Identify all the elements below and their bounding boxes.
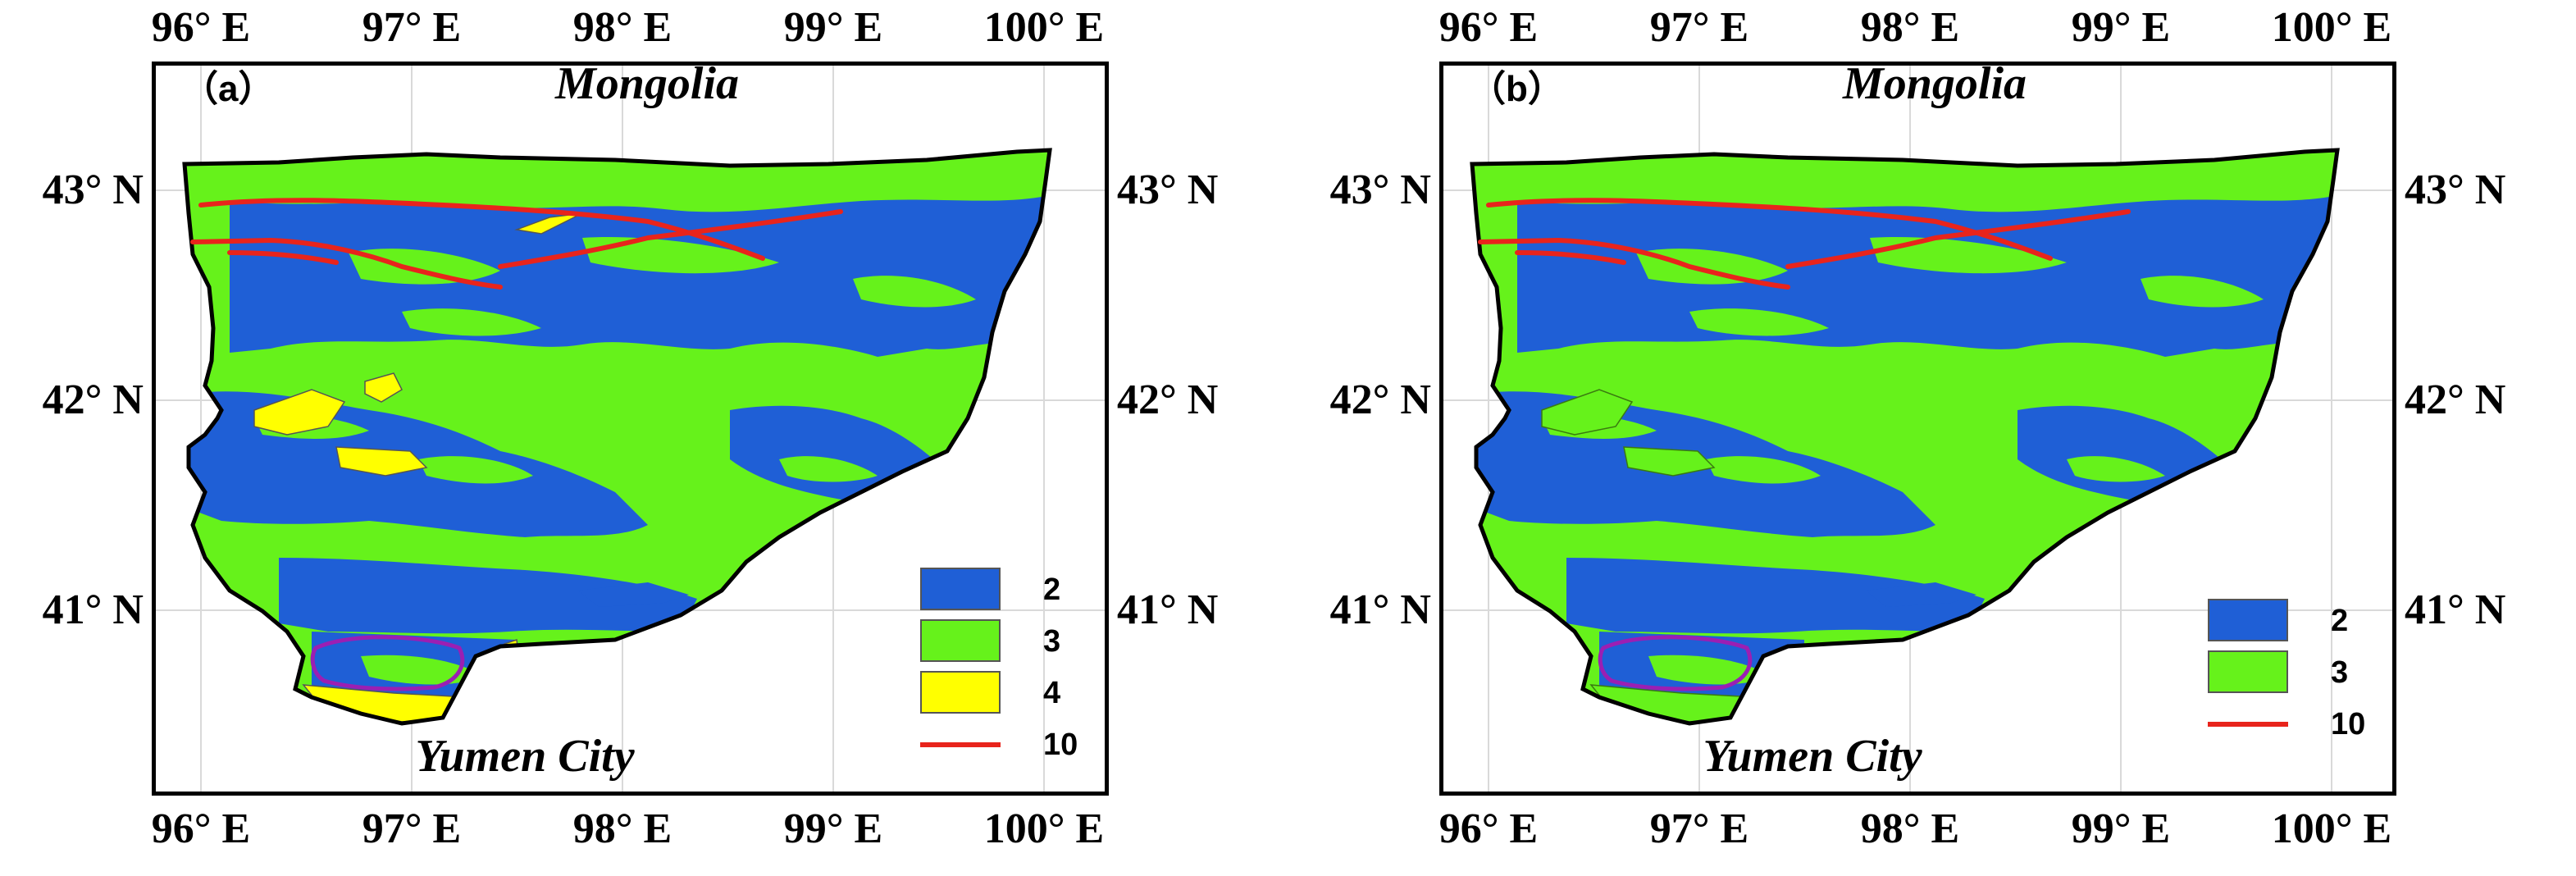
lat-tick-right: 42° N: [1117, 376, 1219, 423]
lon-tick-bottom: 99° E: [2071, 805, 2171, 852]
lat-tick-left: 43° N: [1329, 167, 1431, 213]
lon-tick-top: 99° E: [783, 4, 883, 51]
lake-outline: [310, 635, 465, 691]
map-frame: （a） Mongolia Yumen City 2 3 4 10: [152, 62, 1109, 796]
lat-tick-left: 43° N: [42, 167, 144, 213]
lat-tick-right: 43° N: [2405, 167, 2506, 213]
panel-label: （b）: [1470, 69, 1564, 109]
lon-tick-bottom: 100° E: [983, 805, 1105, 852]
lat-tick-left: 42° N: [42, 376, 144, 423]
lat-tick-right: 41° N: [2405, 586, 2506, 633]
panel-label: （a）: [182, 69, 275, 109]
fault-lines: [190, 198, 843, 290]
lon-tick-top: 100° E: [2271, 4, 2392, 51]
study-area-boundary: [1470, 148, 2340, 726]
legend-label: 3: [2331, 655, 2349, 690]
legend-line: [2208, 722, 2288, 727]
legend-label: 4: [1043, 676, 1061, 710]
legend-label: 3: [1043, 624, 1061, 659]
south-place-label: Yumen City: [415, 731, 635, 782]
north-place-label: Mongolia: [1842, 62, 2027, 109]
map-panel-b: 96° E 97° E 98° E 99° E 100° E 96° E 97°…: [1288, 0, 2575, 876]
fault-lines: [1478, 198, 2131, 290]
lon-tick-top: 100° E: [983, 4, 1105, 51]
lat-tick-left: 41° N: [42, 586, 144, 633]
lat-tick-right: 41° N: [1117, 586, 1219, 633]
lon-tick-top: 97° E: [1649, 4, 1749, 51]
lon-tick-top: 98° E: [572, 4, 672, 51]
lon-tick-bottom: 98° E: [572, 805, 672, 852]
legend-swatch: [920, 671, 1001, 714]
lon-tick-bottom: 96° E: [151, 805, 251, 852]
legend-swatch: [920, 568, 1001, 610]
legend-swatch: [2208, 599, 2288, 641]
map-frame: （b） Mongolia Yumen City 2 3 10: [1439, 62, 2396, 796]
lon-tick-bottom: 96° E: [1438, 805, 1539, 852]
map-canvas: [1443, 66, 2392, 792]
lat-tick-right: 43° N: [1117, 167, 1219, 213]
lat-tick-left: 41° N: [1329, 586, 1431, 633]
map-canvas: [156, 66, 1105, 792]
lon-tick-top: 96° E: [151, 4, 251, 51]
legend-label: 2: [1043, 573, 1061, 607]
map-panel-a: 96° E 97° E 98° E 99° E 100° E 96° E 97°…: [42, 4, 1219, 852]
legend: 2 3 10: [2208, 599, 2388, 763]
north-place-label: Mongolia: [554, 62, 740, 109]
legend-label: 10: [2331, 707, 2366, 741]
lon-tick-top: 99° E: [2071, 4, 2171, 51]
lon-tick-bottom: 97° E: [1649, 805, 1749, 852]
lake-outline: [1598, 635, 1753, 691]
lon-tick-bottom: 99° E: [783, 805, 883, 852]
legend-line: [920, 742, 1001, 747]
legend-label: 10: [1043, 728, 1078, 762]
lon-tick-bottom: 98° E: [1860, 805, 1960, 852]
legend: 2 3 4 10: [920, 568, 1101, 781]
lon-tick-top: 98° E: [1860, 4, 1960, 51]
lat-tick-right: 42° N: [2405, 376, 2506, 423]
legend-swatch: [920, 619, 1001, 662]
south-place-label: Yumen City: [1703, 731, 1922, 782]
lat-tick-left: 42° N: [1329, 376, 1431, 423]
study-area-boundary: [182, 148, 1052, 726]
legend-label: 2: [2331, 604, 2349, 638]
land-cover-classes: [185, 150, 1050, 723]
lon-tick-bottom: 97° E: [362, 805, 462, 852]
lon-tick-top: 97° E: [362, 4, 462, 51]
lon-tick-top: 96° E: [1438, 4, 1539, 51]
legend-swatch: [2208, 650, 2288, 693]
lon-tick-bottom: 100° E: [2271, 805, 2392, 852]
